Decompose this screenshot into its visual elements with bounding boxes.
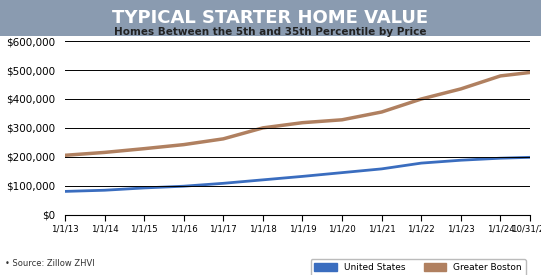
Text: • Source: Zillow ZHVI: • Source: Zillow ZHVI: [5, 260, 95, 268]
Text: TYPICAL STARTER HOME VALUE: TYPICAL STARTER HOME VALUE: [113, 9, 428, 27]
Text: Homes Between the 5th and 35th Percentile by Price: Homes Between the 5th and 35th Percentil…: [114, 27, 427, 37]
Legend: United States, Greater Boston: United States, Greater Boston: [311, 260, 526, 275]
